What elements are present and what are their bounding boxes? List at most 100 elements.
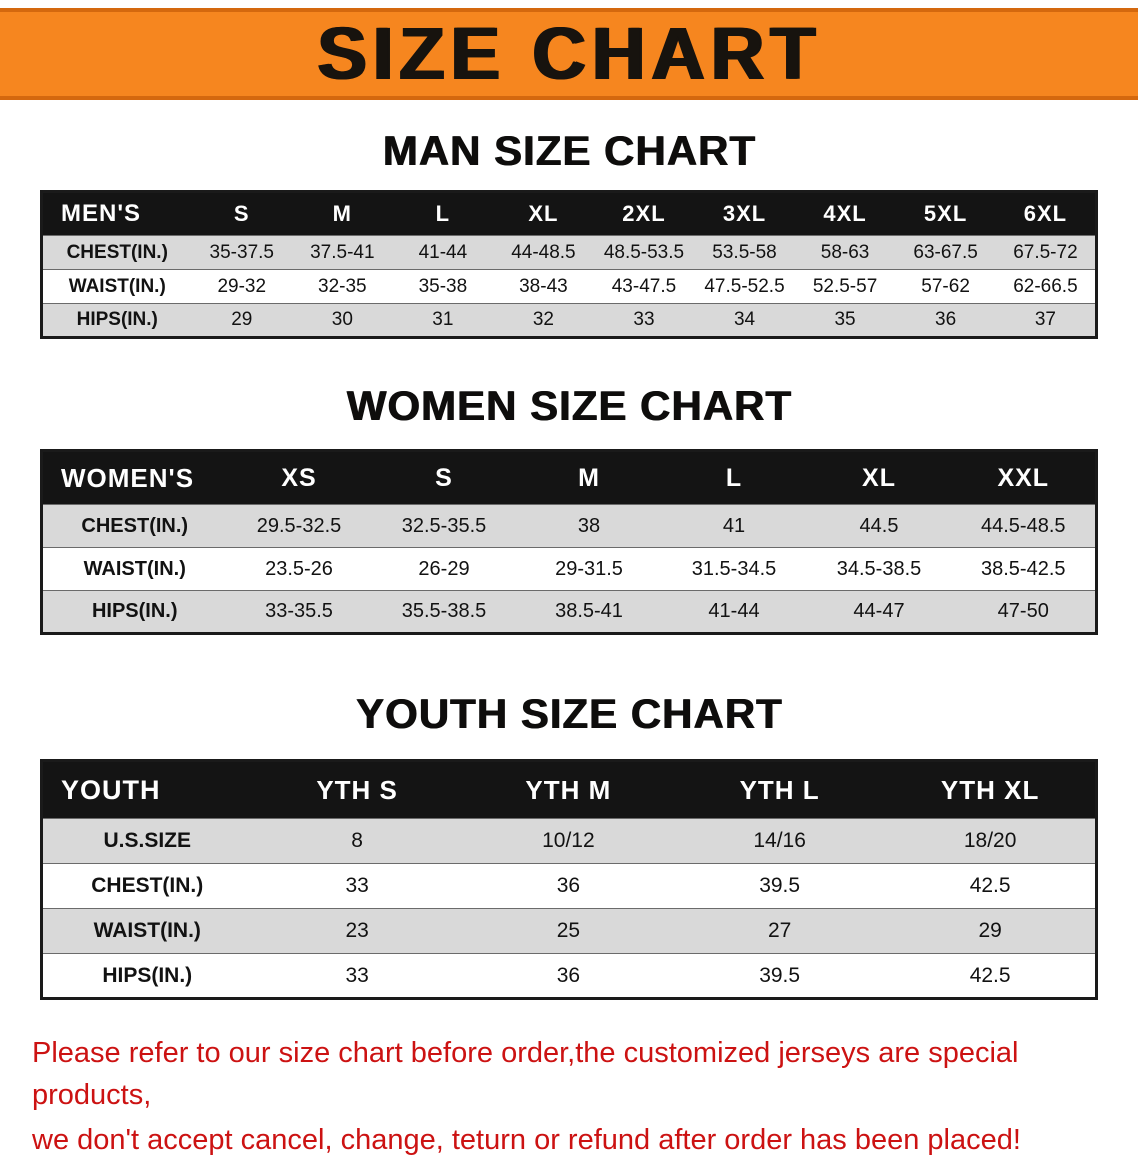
- men-size-section: MAN SIZE CHART MEN'S S M L XL 2XL 3XL 4XL 5XL 6XL…: [0, 130, 1138, 339]
- size-value-cell: 32: [532, 309, 554, 330]
- size-value-cell: 29: [231, 309, 253, 330]
- size-value-cell: 33: [345, 963, 369, 987]
- size-column-header: 3XL: [694, 191, 795, 236]
- size-value-cell: 53.5-58: [712, 241, 777, 263]
- size-value-cell: 67.5-72: [1013, 241, 1078, 263]
- size-value-cell: 36: [556, 874, 581, 897]
- table-row: CHEST(IN.) 35-37.5 37.5-41 41-44 44-48.5 48.5…: [41, 235, 1097, 270]
- row-label-column-header: YOUTH: [41, 760, 252, 819]
- size-value-cell: 38.5-42.5: [980, 557, 1066, 580]
- size-column-header: M: [516, 450, 662, 505]
- size-value-cell: 39.5: [759, 963, 801, 987]
- size-column-header: 5XL: [895, 191, 996, 236]
- size-value-cell: 38.5-41: [555, 600, 623, 622]
- banner-title: SIZE CHART: [317, 12, 821, 95]
- size-value-cell: 63-67.5: [913, 241, 978, 263]
- size-value-cell: 32.5-35.5: [401, 514, 487, 537]
- women-section-heading: WOMEN SIZE CHART: [346, 382, 792, 429]
- size-value-cell: 41-44: [418, 241, 468, 263]
- youth-size-section: YOUTH SIZE CHART YOUTH YTH S YTH M YTH L YTH…: [0, 693, 1138, 1000]
- size-column-header: 4XL: [794, 191, 896, 236]
- row-label: HIPS(IN.): [76, 309, 158, 330]
- header-row: MEN'S S M L XL 2XL 3XL 4XL 5XL 6XL: [41, 191, 1097, 236]
- size-value-cell: 14/16: [753, 829, 806, 852]
- size-value-cell: 35-38: [418, 275, 468, 297]
- size-column-header: L: [392, 191, 494, 236]
- table-row: U.S.SIZE 8 10/12 14/16 18/20: [41, 818, 1097, 864]
- size-value-cell: 35.5-38.5: [401, 600, 487, 622]
- size-column-header: L: [661, 450, 807, 505]
- size-value-cell: 18/20: [963, 829, 1017, 852]
- size-value-cell: 29: [978, 919, 1002, 942]
- row-label: WAIST(IN.): [93, 919, 201, 942]
- size-value-cell: 47-50: [997, 600, 1049, 622]
- row-label: CHEST(IN.): [91, 874, 204, 897]
- table-row: HIPS(IN.) 29 30 31 32 33 34 35 36 37: [41, 303, 1097, 338]
- row-label: WAIST(IN.): [68, 275, 166, 297]
- table-row: WAIST(IN.) 23.5-26 26-29 29-31.5 31.5-34.5 34…: [41, 547, 1097, 591]
- women-size-table: WOMEN'S XS S M L XL XXL CHEST(IN.) 29.5-32.5 32.5…: [40, 449, 1098, 635]
- size-value-cell: 38: [577, 514, 601, 537]
- size-value-cell: 62-66.5: [1013, 275, 1078, 297]
- size-column-header: 6XL: [995, 191, 1097, 236]
- size-value-cell: 31.5-34.5: [691, 557, 777, 580]
- size-value-cell: 23.5-26: [265, 557, 333, 580]
- table-row: CHEST(IN.) 29.5-32.5 32.5-35.5 38 41 44.5 44.5…: [41, 504, 1097, 548]
- size-column-header: YTH XL: [885, 760, 1097, 819]
- size-value-cell: 37.5-41: [310, 241, 375, 263]
- size-value-cell: 34: [733, 309, 756, 330]
- size-value-cell: 26-29: [418, 557, 470, 580]
- size-column-header: YTH S: [251, 760, 463, 819]
- size-value-cell: 44.5: [859, 514, 899, 537]
- row-label: CHEST(IN.): [81, 514, 189, 537]
- row-label: WAIST(IN.): [83, 557, 186, 580]
- row-label: HIPS(IN.): [102, 963, 193, 987]
- table-row: CHEST(IN.) 33 36 39.5 42.5: [41, 863, 1097, 909]
- row-label: HIPS(IN.): [91, 600, 178, 622]
- size-value-cell: 39.5: [759, 874, 801, 897]
- row-label: U.S.SIZE: [103, 829, 192, 852]
- size-value-cell: 35: [834, 309, 856, 330]
- size-value-cell: 58-63: [820, 241, 870, 263]
- size-value-cell: 31: [432, 309, 454, 330]
- size-column-header: M: [292, 191, 393, 236]
- size-value-cell: 23: [345, 919, 369, 942]
- disclaimer-line-2: we don't accept cancel, change, teturn o…: [32, 1124, 1021, 1157]
- size-value-cell: 32-35: [318, 275, 367, 297]
- disclaimer: Please refer to our size chart before or…: [0, 1032, 1138, 1161]
- size-column-header: S: [371, 450, 517, 505]
- disclaimer-line-1: Please refer to our size chart before or…: [32, 1037, 1019, 1112]
- size-value-cell: 33: [633, 309, 655, 330]
- youth-section-heading: YOUTH SIZE CHART: [355, 690, 783, 737]
- men-section-heading: MAN SIZE CHART: [382, 127, 756, 174]
- table-row: WAIST(IN.) 23 25 27 29: [41, 908, 1097, 954]
- size-value-cell: 36: [556, 963, 581, 987]
- size-chart-page: SIZE CHART MAN SIZE CHART MEN'S S M L XL 2XL 3…: [0, 8, 1138, 1161]
- table-row: HIPS(IN.) 33-35.5 35.5-38.5 38.5-41 41-44 44-…: [41, 590, 1097, 634]
- size-column-header: YTH L: [674, 760, 886, 819]
- size-column-header: S: [191, 191, 293, 236]
- table-row: HIPS(IN.) 33 36 39.5 42.5: [41, 953, 1097, 999]
- size-value-cell: 29-31.5: [555, 557, 623, 580]
- size-chart-banner: SIZE CHART: [0, 8, 1138, 100]
- size-column-header: 2XL: [593, 191, 695, 236]
- size-value-cell: 57-62: [921, 275, 970, 297]
- size-value-cell: 27: [767, 919, 792, 942]
- size-column-header: YTH M: [462, 760, 674, 819]
- size-value-cell: 44-47: [853, 600, 905, 622]
- men-size-table: MEN'S S M L XL 2XL 3XL 4XL 5XL 6XL CHEST(IN.) 35-37…: [40, 190, 1098, 339]
- header-row: WOMEN'S XS S M L XL XXL: [41, 450, 1097, 505]
- size-value-cell: 34.5-38.5: [836, 557, 922, 580]
- row-label: CHEST(IN.): [66, 241, 168, 263]
- size-value-cell: 29.5-32.5: [256, 514, 342, 537]
- size-column-header: XXL: [951, 450, 1097, 505]
- size-value-cell: 52.5-57: [812, 275, 878, 297]
- size-value-cell: 25: [556, 919, 581, 942]
- size-value-cell: 48.5-53.5: [603, 241, 685, 263]
- size-value-cell: 43-47.5: [611, 275, 677, 297]
- size-value-cell: 38-43: [519, 275, 568, 297]
- size-value-cell: 29-32: [217, 275, 267, 297]
- row-label-column-header: MEN'S: [41, 191, 192, 236]
- size-value-cell: 44-48.5: [511, 241, 576, 263]
- size-value-cell: 37: [1034, 309, 1056, 330]
